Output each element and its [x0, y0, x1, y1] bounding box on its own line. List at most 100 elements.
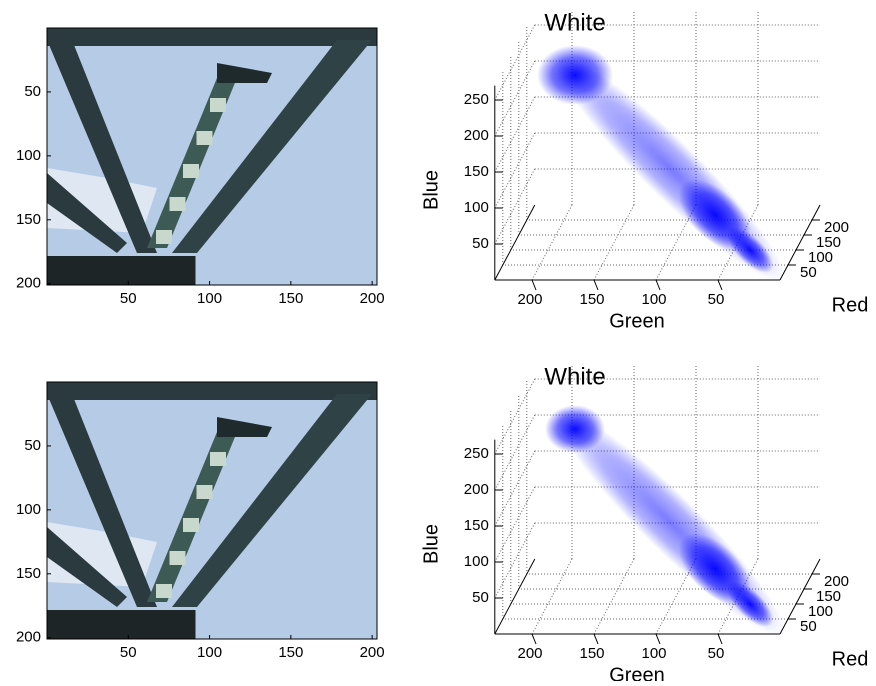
x-tick — [531, 279, 537, 291]
x-tick-label: 150 — [278, 644, 303, 661]
point-cloud — [726, 581, 774, 627]
x-tick-label: 100 — [197, 644, 222, 661]
rung — [156, 230, 172, 244]
y-tick-label: 50 — [24, 437, 41, 454]
beam — [172, 394, 372, 607]
z-tick-label: 100 — [464, 553, 489, 570]
x-tick — [593, 633, 599, 645]
chart-title: White — [544, 363, 605, 390]
beam — [47, 527, 127, 607]
axis-line — [494, 204, 536, 281]
x-tick-label: 200 — [360, 644, 385, 661]
x-axis-label: Green — [609, 664, 665, 681]
axis-line — [779, 204, 821, 281]
grid-line — [494, 522, 536, 599]
z-axis-label: Blue — [420, 524, 442, 564]
rung — [156, 584, 172, 598]
y-tick-label: 50 — [24, 83, 41, 100]
y-tick-label: 100 — [16, 147, 41, 164]
y-tick-label: 200 — [824, 573, 849, 590]
beam — [47, 40, 157, 253]
z-tick-label: 150 — [464, 163, 489, 180]
y-tick-label: 50 — [800, 264, 817, 281]
base — [47, 256, 196, 285]
rung — [183, 164, 199, 178]
x-tick-label: 100 — [197, 290, 222, 307]
x-axis-label: Green — [609, 310, 665, 332]
x-tick-label: 50 — [120, 644, 137, 661]
y-tick-label: 100 — [808, 249, 833, 266]
grid-line — [593, 558, 635, 635]
y-axis-label: Red — [832, 648, 869, 670]
grid-line — [494, 378, 536, 455]
frame — [46, 27, 378, 286]
grid-line — [494, 486, 536, 563]
y-tick-label: 150 — [16, 211, 41, 228]
rung — [196, 485, 213, 499]
beam — [47, 394, 157, 607]
rung — [196, 131, 213, 145]
rung — [169, 551, 186, 565]
x-tick — [655, 633, 661, 645]
y-tick-label: 150 — [816, 234, 841, 251]
rung — [183, 518, 199, 532]
grid-line — [494, 450, 536, 527]
point-cloud — [537, 45, 613, 105]
beam — [172, 40, 372, 253]
rung — [210, 452, 226, 466]
x-tick-label: 50 — [708, 645, 725, 662]
z-tick-label: 100 — [464, 199, 489, 216]
z-tick-label: 50 — [472, 235, 489, 252]
bracket — [217, 63, 272, 83]
grid-line — [494, 24, 536, 101]
y-tick-label: 200 — [824, 219, 849, 236]
x-tick-label: 50 — [708, 291, 725, 308]
x-tick-label: 200 — [517, 645, 542, 662]
point-cloud — [545, 405, 605, 453]
grid-line — [494, 96, 536, 173]
y-tick-label: 150 — [816, 588, 841, 605]
x-tick — [531, 633, 537, 645]
y-tick-label: 150 — [16, 565, 41, 582]
x-tick — [717, 279, 723, 291]
grid-line — [655, 204, 697, 281]
grid-line — [655, 558, 697, 635]
beam — [47, 173, 127, 253]
grid-line — [593, 204, 635, 281]
y-tick-label: 200 — [16, 275, 41, 292]
y-tick-label: 100 — [808, 603, 833, 620]
grid-line — [531, 204, 573, 281]
grid-line — [494, 132, 536, 209]
x-tick — [593, 279, 599, 291]
z-tick-label: 250 — [464, 91, 489, 108]
x-tick-label: 200 — [517, 291, 542, 308]
photo — [47, 382, 377, 639]
y-tick-label: 200 — [16, 629, 41, 646]
beam-top — [47, 382, 377, 400]
x-tick-label: 50 — [120, 290, 137, 307]
z-tick-label: 200 — [464, 127, 489, 144]
base — [47, 610, 196, 639]
x-tick-label: 200 — [360, 290, 385, 307]
photo — [47, 28, 377, 285]
grid-line — [494, 168, 536, 245]
x-tick — [717, 633, 723, 645]
z-tick-label: 50 — [472, 589, 489, 606]
y-tick-label: 100 — [16, 501, 41, 518]
z-tick-label: 200 — [464, 481, 489, 498]
rung — [210, 98, 226, 112]
x-tick-label: 100 — [641, 645, 666, 662]
bracket — [217, 417, 272, 437]
rung — [169, 197, 186, 211]
x-tick-label: 150 — [579, 291, 604, 308]
chart-title: White — [544, 9, 605, 36]
z-tick-label: 150 — [464, 517, 489, 534]
grid-line — [531, 558, 573, 635]
point-cloud — [726, 227, 774, 273]
axis-line — [494, 558, 536, 635]
x-tick — [655, 279, 661, 291]
x-tick-label: 100 — [641, 291, 666, 308]
y-axis-label: Red — [832, 294, 869, 316]
grid-line — [494, 60, 536, 137]
